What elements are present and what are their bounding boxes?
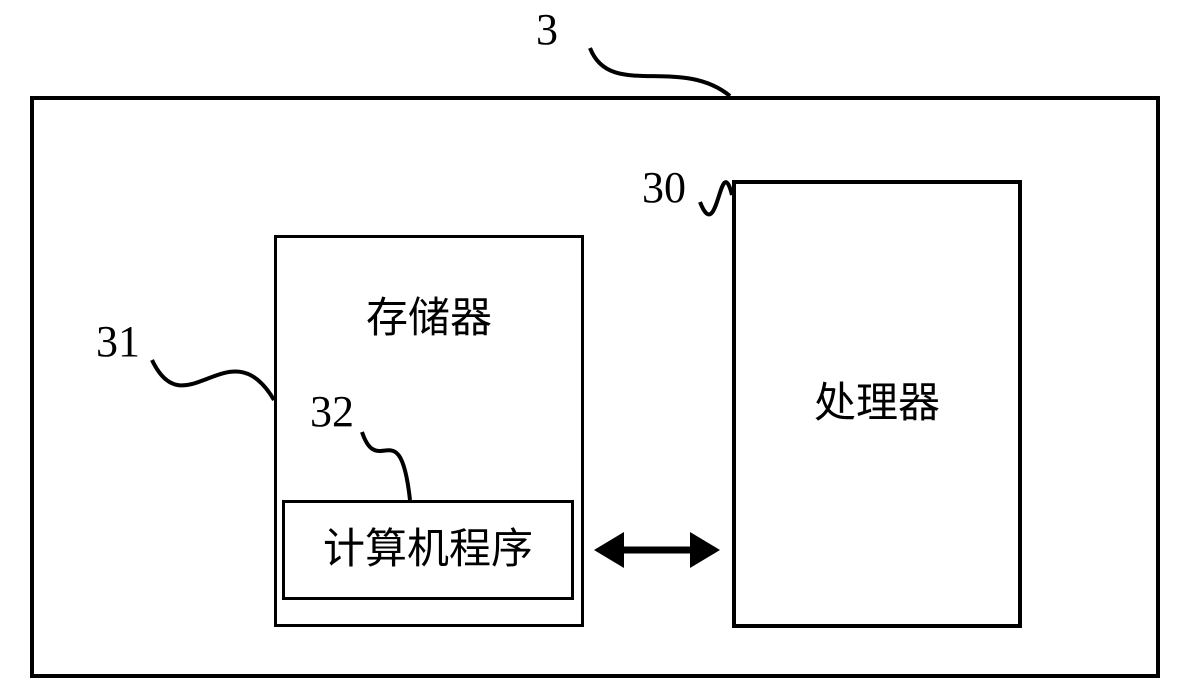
connector-overlay xyxy=(0,0,1187,699)
callout-curve-3 xyxy=(590,48,730,96)
diagram-root: 存储器 计算机程序 处理器 3 30 31 32 xyxy=(0,0,1187,699)
bidirectional-arrow-icon xyxy=(594,532,720,568)
callout-curve-31 xyxy=(152,360,274,400)
callout-curve-32 xyxy=(362,432,410,500)
callout-curve-30 xyxy=(700,182,732,214)
